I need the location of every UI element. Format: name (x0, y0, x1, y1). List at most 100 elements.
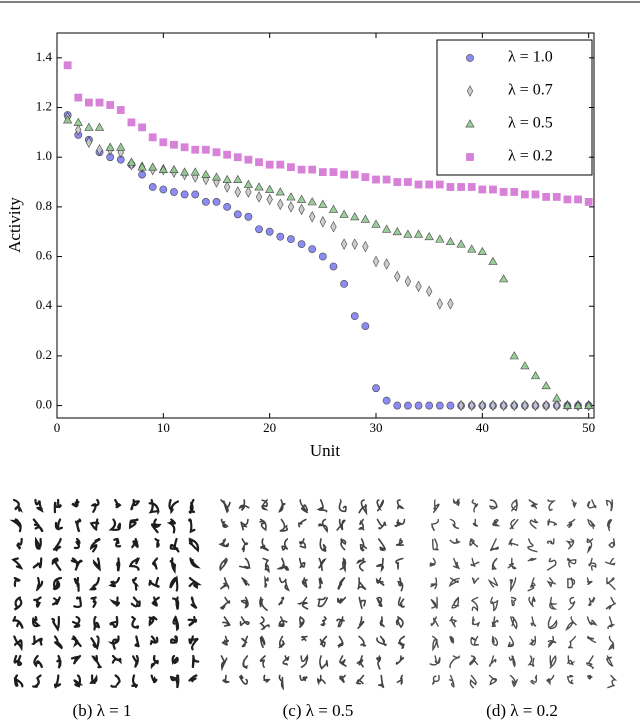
y-tick-label: 0.8 (36, 198, 52, 213)
data-point (553, 399, 560, 412)
digit-sample (527, 655, 535, 667)
digit-sample (337, 577, 346, 590)
digit-sample (605, 596, 616, 610)
digit-sample (150, 654, 159, 670)
data-point (415, 280, 422, 293)
digit-sample (451, 596, 460, 609)
digit-sample (340, 538, 347, 551)
digit-sample (32, 557, 43, 569)
digit-sample (336, 635, 344, 648)
digit-sample (546, 674, 555, 686)
digit-sample (565, 616, 578, 631)
digit-sample (169, 557, 177, 574)
digit-sample (34, 536, 42, 550)
digit-sample (397, 635, 406, 649)
data-point (63, 115, 73, 124)
digit-sample (128, 518, 139, 530)
x-tick-label: 30 (370, 420, 383, 435)
digit-sample (113, 537, 122, 548)
digit-sample (132, 654, 139, 668)
data-point (328, 204, 339, 213)
data-point (158, 164, 168, 174)
data-point (254, 182, 264, 191)
data-point (307, 197, 317, 206)
digit-sample (448, 674, 455, 688)
digit-sample (432, 635, 439, 652)
digit-sample (242, 655, 249, 669)
data-point (350, 212, 360, 221)
digit-sample (13, 576, 21, 587)
digit-sample (336, 518, 346, 531)
digit-sample (191, 654, 200, 668)
digit-sample (449, 655, 460, 669)
digit-sample (487, 577, 498, 588)
digit-sample (605, 655, 614, 667)
data-point (286, 192, 296, 201)
data-point (414, 180, 423, 189)
data-point (563, 195, 572, 204)
digit-sample (259, 635, 266, 649)
data-point (329, 168, 338, 176)
digit-sample (488, 655, 497, 667)
digit-grid (429, 497, 618, 689)
digit-sample (169, 674, 180, 689)
digit-sample (238, 499, 250, 511)
data-point (243, 179, 254, 188)
digit-sample (318, 557, 327, 572)
digit-sample (296, 596, 309, 610)
digit-sample (56, 654, 62, 669)
digit-sample (218, 538, 229, 548)
data-point (393, 401, 402, 410)
legend-marker (466, 153, 474, 161)
digit-sample (297, 518, 307, 528)
digit-sample (219, 557, 228, 572)
digit-sample (172, 596, 180, 610)
digit-sample (430, 596, 438, 609)
data-point (276, 232, 285, 241)
data-point (287, 201, 295, 213)
digit-sample (73, 674, 84, 688)
digit-sample (429, 655, 441, 666)
data-point (159, 185, 168, 194)
digit-sample (357, 616, 365, 629)
digit-sample (108, 576, 121, 588)
data-point (148, 133, 157, 142)
digit-sample (219, 596, 231, 610)
digit-sample (282, 655, 290, 666)
data-point (105, 142, 115, 151)
digit-sample (298, 538, 307, 549)
digit-sample (149, 635, 159, 646)
digit-sample (150, 518, 162, 534)
data-point (212, 198, 221, 206)
digit-sample (277, 616, 288, 628)
data-point (255, 225, 263, 234)
digit-sample (70, 557, 83, 571)
digit-sample (488, 674, 498, 686)
digit-sample (549, 596, 558, 610)
data-point (275, 187, 285, 196)
digit-sample (453, 557, 461, 570)
digit-sample (449, 538, 461, 544)
digit-sample (529, 518, 539, 529)
data-point (212, 148, 221, 157)
data-point (255, 191, 263, 203)
digit-sample (588, 596, 596, 607)
digit-sample (586, 499, 597, 509)
data-point (436, 298, 443, 310)
y-tick-label: 1.2 (36, 99, 52, 114)
panel-caption: (c) λ = 0.5 (283, 701, 354, 720)
y-axis-label: Activity (5, 197, 24, 253)
legend-label: λ = 0.2 (508, 148, 553, 165)
legend-label: λ = 0.5 (508, 115, 553, 132)
data-point (467, 183, 476, 191)
y-tick-label: 0.0 (36, 397, 52, 412)
digit-sample (51, 615, 60, 632)
digit-sample (298, 557, 306, 569)
digit-sample (489, 538, 499, 552)
digit-grid (9, 498, 202, 689)
digit-sample (376, 499, 385, 512)
digit-sample (301, 635, 308, 642)
digit-sample (491, 635, 499, 647)
digit-sample (148, 615, 158, 627)
data-point (404, 275, 412, 288)
